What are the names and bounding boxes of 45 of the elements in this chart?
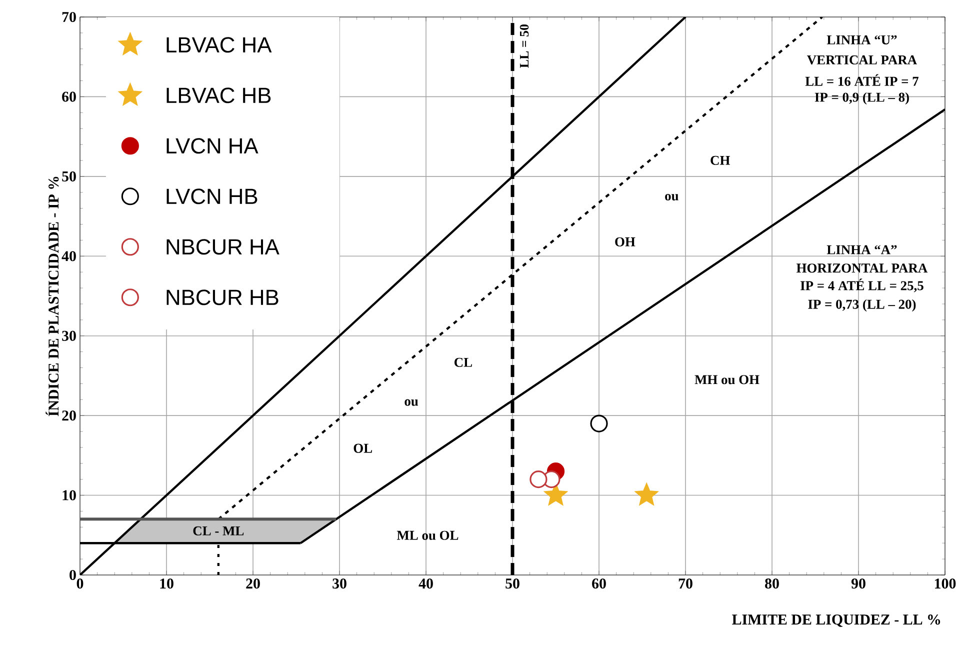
legend-label: LBVAC HA [166,37,272,53]
x-tick-label: 10 [160,578,174,589]
x-axis-title: LIMITE DE LIQUIDEZ - LL % [732,614,940,627]
legend-label: LBVAC HB [166,88,271,104]
x-tick-label: 60 [592,578,606,589]
x-tick-label: 90 [851,578,866,589]
annotation: ML ou OL [396,530,458,540]
y-tick-label: 70 [62,12,76,22]
x-tick-label: 50 [506,578,520,589]
x-tick-label: 80 [765,578,779,589]
annotation: CL [454,358,472,367]
annotation: OL [354,444,372,453]
ref-line-label: LL = 50 [520,24,529,68]
x-tick-label: 30 [332,578,346,589]
y-tick-label: 40 [62,251,76,262]
y-tick-label: 0 [70,570,76,580]
x-tick-label: 70 [678,578,692,589]
annotation: MH ou OH [694,375,760,384]
annotation: CL - ML [193,526,244,536]
y-tick-label: 20 [62,410,76,421]
x-tick-label: 0 [76,578,84,589]
annotation: IP = 0,9 (LL – 8) [814,92,909,105]
annotation: ou [404,399,418,406]
annotation: VERTICAL PARA [807,55,917,65]
x-tick-label: 20 [246,578,260,589]
legend-label: LVCN HA [166,138,258,154]
y-tick-label: 50 [62,171,76,182]
legend-label: NBCUR HA [166,239,280,255]
y-tick-label: 30 [62,330,76,341]
annotation: OH [615,237,636,246]
annotation: CH [710,156,730,165]
y-tick-label: 60 [62,92,76,102]
legend-label: NBCUR HB [166,290,278,306]
legend-label: LVCN HB [166,188,258,204]
annotation: LL = 16 ATÉ IP = 7 [805,74,918,86]
annotation: HORIZONTAL PARA [796,264,928,273]
x-tick-label: 100 [935,578,956,589]
x-tick-label: 40 [418,578,433,589]
annotation: IP = 0,73 (LL – 20) [808,299,916,312]
y-tick-label: 10 [62,490,76,500]
y-axis-title: ÍNDICE DE PLASTICIDADE - IP % [46,176,59,416]
annotation: ou [665,194,678,200]
annotation: LINHA “U” [826,35,897,44]
annotation: IP = 4 ATÉ LL = 25,5 [800,278,924,292]
annotation: LINHA “A” [826,245,897,254]
